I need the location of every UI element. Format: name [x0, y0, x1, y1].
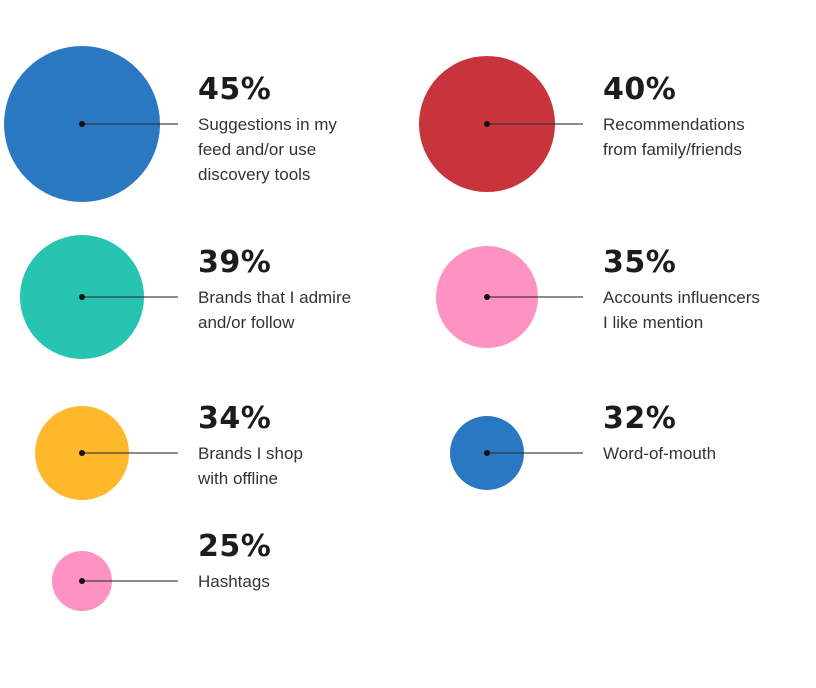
category-label: Recommendations from family/friends: [603, 115, 745, 159]
percent-label: 39%: [198, 245, 272, 280]
percent-label: 45%: [198, 72, 272, 107]
category-label: Accounts influencers I like mention: [603, 288, 760, 332]
category-label: Brands I shop with offline: [198, 444, 303, 488]
percent-label: 40%: [603, 72, 677, 107]
center-dot: [79, 450, 85, 456]
center-dot: [79, 121, 85, 127]
center-dot: [484, 450, 490, 456]
category-label: Hashtags: [198, 572, 270, 591]
center-dot: [79, 294, 85, 300]
category-label: Suggestions in my feed and/or use discov…: [198, 115, 337, 184]
center-dot: [484, 121, 490, 127]
percent-label: 35%: [603, 245, 677, 280]
percent-label: 34%: [198, 401, 272, 436]
center-dot: [484, 294, 490, 300]
percent-label: 32%: [603, 401, 677, 436]
category-label: Brands that I admire and/or follow: [198, 288, 352, 332]
percent-label: 25%: [198, 529, 272, 564]
category-label: Word-of-mouth: [603, 444, 717, 463]
center-dot: [79, 578, 85, 584]
